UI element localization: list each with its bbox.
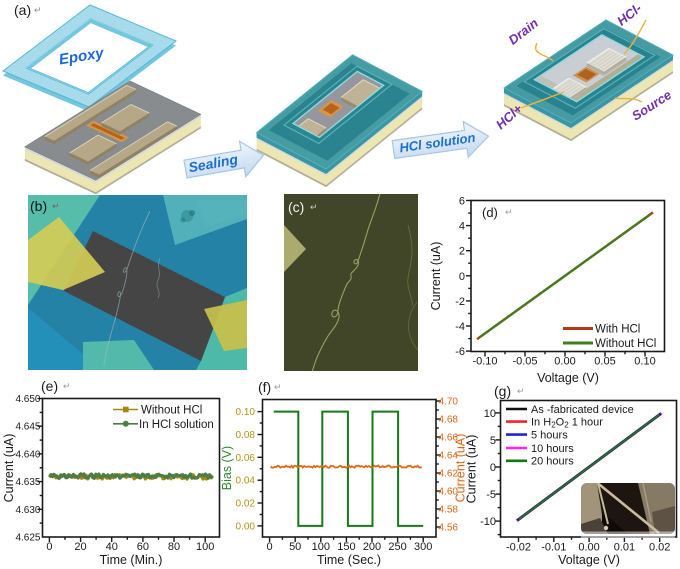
- svg-text:4.66: 4.66: [439, 433, 459, 444]
- svg-text:0: 0: [46, 541, 52, 553]
- svg-text:Drain: Drain: [506, 15, 541, 47]
- svg-text:0.04: 0.04: [236, 476, 256, 487]
- svg-text:4.640: 4.640: [15, 449, 40, 460]
- svg-text:100: 100: [196, 541, 214, 553]
- svg-text:Current (uA): Current (uA): [2, 434, 16, 503]
- svg-text:Without HCl: Without HCl: [595, 338, 656, 350]
- svg-text:0: 0: [459, 271, 465, 283]
- svg-text:0.00: 0.00: [236, 521, 256, 532]
- svg-text:Current (uA): Current (uA): [429, 242, 443, 311]
- svg-text:4.56: 4.56: [439, 523, 459, 534]
- svg-text:-10: -10: [480, 516, 496, 528]
- svg-text:In HCl solution: In HCl solution: [139, 419, 214, 431]
- svg-text:150: 150: [337, 541, 355, 553]
- svg-text:(d): (d): [482, 205, 498, 220]
- svg-text:0.00: 0.00: [554, 356, 575, 368]
- svg-text:2: 2: [459, 246, 465, 258]
- svg-text:↵: ↵: [505, 207, 513, 217]
- svg-text:↵: ↵: [52, 201, 60, 211]
- svg-text:(f): (f): [258, 379, 271, 395]
- svg-text:Time (Sec.): Time (Sec.): [317, 553, 381, 567]
- svg-text:40: 40: [106, 541, 118, 553]
- svg-text:In H2O2 1 hour: In H2O2 1 hour: [531, 416, 603, 429]
- svg-text:(g): (g): [494, 383, 511, 399]
- svg-text:As -fabricated device: As -fabricated device: [531, 404, 634, 416]
- svg-text:200: 200: [363, 541, 381, 553]
- svg-text:6: 6: [459, 196, 465, 208]
- svg-text:0.08: 0.08: [236, 430, 256, 441]
- svg-text:0.02: 0.02: [649, 542, 670, 554]
- svg-text:-6: -6: [455, 346, 465, 358]
- svg-text:100: 100: [312, 541, 330, 553]
- svg-text:-2: -2: [455, 296, 465, 308]
- svg-text:0.01: 0.01: [614, 542, 635, 554]
- svg-text:Current (uA): Current (uA): [454, 434, 468, 503]
- svg-text:4.60: 4.60: [439, 487, 459, 498]
- svg-text:(c): (c): [288, 199, 304, 215]
- svg-text:0.00: 0.00: [578, 542, 599, 554]
- svg-text:↵: ↵: [310, 202, 318, 212]
- svg-text:0.02: 0.02: [236, 499, 256, 510]
- svg-text:4.58: 4.58: [439, 505, 459, 516]
- svg-text:0.10: 0.10: [634, 356, 655, 368]
- svg-text:20 hours: 20 hours: [531, 456, 574, 468]
- svg-text:300: 300: [414, 541, 432, 553]
- svg-text:-0.01: -0.01: [541, 542, 566, 554]
- svg-text:5 hours: 5 hours: [531, 429, 568, 441]
- svg-text:With HCl: With HCl: [595, 324, 640, 336]
- svg-text:↵: ↵: [274, 382, 282, 392]
- svg-text:↵: ↵: [517, 386, 525, 396]
- svg-text:4.645: 4.645: [15, 422, 40, 433]
- svg-text:5: 5: [490, 435, 496, 447]
- svg-text:10 hours: 10 hours: [531, 443, 574, 455]
- svg-text:HCl-: HCl-: [614, 0, 644, 28]
- svg-text:4.62: 4.62: [439, 469, 459, 480]
- svg-text:Current (uA): Current (uA): [465, 435, 479, 504]
- svg-text:-4: -4: [455, 321, 465, 333]
- svg-text:250: 250: [388, 541, 406, 553]
- svg-text:4.625: 4.625: [15, 533, 40, 544]
- svg-text:0.06: 0.06: [236, 453, 256, 464]
- svg-text:(b): (b): [30, 198, 47, 214]
- svg-text:-5: -5: [486, 489, 496, 501]
- svg-text:0.10: 0.10: [236, 407, 256, 418]
- svg-text:↵: ↵: [63, 381, 71, 391]
- svg-text:Time (Min.): Time (Min.): [100, 553, 163, 567]
- svg-text:Bias (V): Bias (V): [220, 446, 234, 490]
- svg-text:50: 50: [289, 541, 301, 553]
- svg-text:Epoxy: Epoxy: [58, 45, 106, 69]
- svg-text:4.68: 4.68: [439, 415, 459, 426]
- svg-text:-0.05: -0.05: [512, 356, 537, 368]
- svg-text:0.05: 0.05: [594, 356, 615, 368]
- svg-text:4.635: 4.635: [15, 477, 40, 488]
- svg-text:(e): (e): [41, 378, 58, 394]
- svg-text:4.64: 4.64: [439, 451, 459, 462]
- svg-text:4.630: 4.630: [15, 505, 40, 516]
- svg-text:4.70: 4.70: [439, 397, 459, 408]
- svg-text:(a): (a): [14, 2, 31, 18]
- svg-text:0: 0: [267, 541, 273, 553]
- svg-text:Without HCl: Without HCl: [141, 405, 202, 417]
- svg-text:-0.10: -0.10: [472, 356, 497, 368]
- svg-text:Voltage (V): Voltage (V): [558, 553, 620, 567]
- svg-text:4: 4: [459, 221, 465, 233]
- svg-text:↵: ↵: [34, 5, 42, 15]
- svg-text:-0.02: -0.02: [506, 542, 531, 554]
- svg-text:4.650: 4.650: [15, 394, 40, 405]
- svg-text:Voltage (V): Voltage (V): [537, 371, 599, 385]
- svg-text:10: 10: [484, 408, 496, 420]
- svg-text:60: 60: [137, 541, 149, 553]
- svg-text:80: 80: [168, 541, 180, 553]
- svg-text:0: 0: [490, 462, 496, 474]
- svg-text:20: 20: [74, 541, 86, 553]
